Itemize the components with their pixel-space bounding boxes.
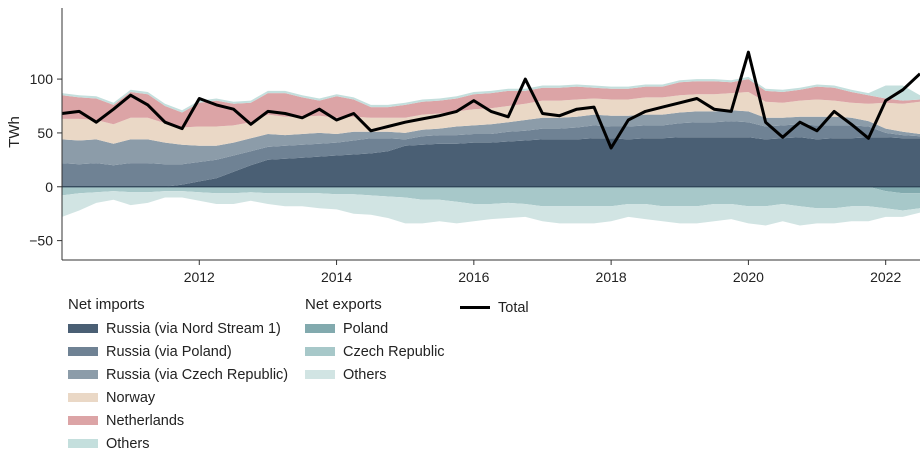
legend-item-imports-norway: Norway [68, 386, 288, 409]
x-tick-label: 2020 [733, 269, 764, 285]
net-imports-areas [62, 76, 920, 187]
legend-swatch [305, 324, 335, 333]
legend-item-exports-poland: Poland [305, 317, 445, 340]
y-axis-ticks: 100 50 0 −50 [29, 71, 62, 249]
legend-label: Norway [106, 389, 156, 406]
x-tick-label: 2016 [458, 269, 489, 285]
imports-area-russia-via-czech-republic [62, 110, 920, 166]
legend-item-exports-others: Others [305, 363, 445, 386]
total-line [61, 50, 920, 150]
y-axis-label: TWh [6, 116, 23, 148]
legend-swatch [68, 370, 98, 379]
exports-area-czech-republic [62, 186, 920, 211]
x-tick-label: 2014 [321, 269, 352, 285]
imports-area-russia-via-nord-stream-1 [62, 137, 920, 187]
legend-swatch [68, 347, 98, 356]
legend-swatch [305, 370, 335, 379]
y-tick-label: −50 [29, 233, 53, 249]
legend-label: Poland [343, 320, 389, 337]
imports-area-netherlands [62, 79, 920, 128]
legend-item-imports-netherlands: Netherlands [68, 409, 288, 432]
legend-swatch [68, 439, 98, 448]
legend-item-exports-czech-republic: Czech Republic [305, 340, 445, 363]
imports-area-russia-via-poland [62, 121, 920, 187]
legend-label: Netherlands [106, 412, 185, 429]
legend-swatch [68, 324, 98, 333]
legend-label: Czech Republic [343, 343, 445, 360]
legend-swatch [68, 393, 98, 402]
x-tick-label: 2018 [596, 269, 627, 285]
axes [61, 8, 920, 261]
legend-total: Total [460, 296, 529, 319]
legend-imports-title: Net imports [68, 296, 145, 313]
legend-net-imports: Net imports Russia (via Nord Stream 1) Ru… [68, 296, 288, 455]
legend-item-imports-russia-via-czech-republic: Russia (via Czech Republic) [68, 363, 288, 386]
legend-label: Others [343, 366, 387, 383]
x-axis-ticks: 2012 2014 2016 2018 2020 2022 [184, 260, 901, 285]
legend-item-imports-others: Others [68, 432, 288, 455]
legend-swatch [68, 416, 98, 425]
legend-label: Russia (via Poland) [106, 343, 232, 360]
exports-area-others [62, 191, 920, 226]
x-tick-label: 2022 [870, 269, 901, 285]
x-tick-label: 2012 [184, 269, 215, 285]
legend-swatch-total [460, 306, 490, 309]
legend-label: Others [106, 435, 150, 452]
legend-item-imports-russia-via-nord-stream-1: Russia (via Nord Stream 1) [68, 317, 288, 340]
y-tick-label: 0 [45, 179, 53, 195]
legend-label-total: Total [498, 299, 529, 316]
legend-label: Russia (via Nord Stream 1) [106, 320, 281, 337]
y-tick-label: 100 [30, 71, 54, 87]
legend-label: Russia (via Czech Republic) [106, 366, 289, 383]
legend-net-exports: Net exports Poland Czech Republic Others [305, 296, 445, 386]
legend-item-total: Total [460, 296, 529, 319]
legend-exports-title: Net exports [305, 296, 382, 313]
legend-swatch [305, 347, 335, 356]
y-tick-label: 50 [37, 125, 53, 141]
net-exports-areas [62, 186, 920, 226]
legend-item-imports-russia-via-poland: Russia (via Poland) [68, 340, 288, 363]
